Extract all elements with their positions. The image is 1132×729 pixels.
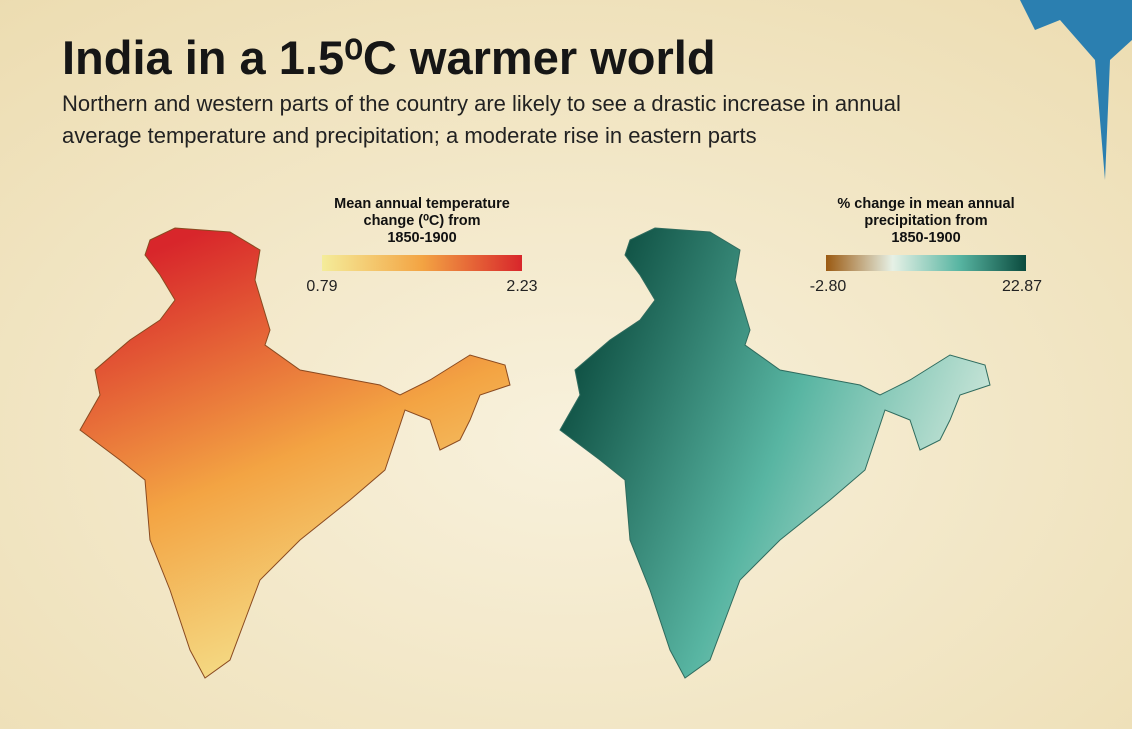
legend-min: -2.80 xyxy=(810,278,847,295)
subtitle: Northern and western parts of the countr… xyxy=(62,91,901,116)
paint-drip xyxy=(1020,0,1132,180)
subtitle: average temperature and precipitation; a… xyxy=(62,123,757,148)
legend-title: change (⁰C) from xyxy=(364,213,481,229)
legend-title: 1850-1900 xyxy=(891,230,960,246)
legend-bar xyxy=(322,255,522,271)
legend-max: 22.87 xyxy=(1002,278,1042,295)
legend-title: precipitation from xyxy=(864,213,987,229)
legend-min: 0.79 xyxy=(306,278,337,295)
legend-title: 1850-1900 xyxy=(387,230,456,246)
legend-max: 2.23 xyxy=(506,278,537,295)
legend: % change in mean annual precipitation fr… xyxy=(810,196,1042,295)
legend-title: % change in mean annual xyxy=(837,196,1014,212)
legend-title: Mean annual temperature xyxy=(334,196,510,212)
legend-bar xyxy=(826,255,1026,271)
title: India in a 1.5⁰C warmer world xyxy=(62,31,716,84)
legend: Mean annual temperature change (⁰C) from… xyxy=(306,196,537,295)
